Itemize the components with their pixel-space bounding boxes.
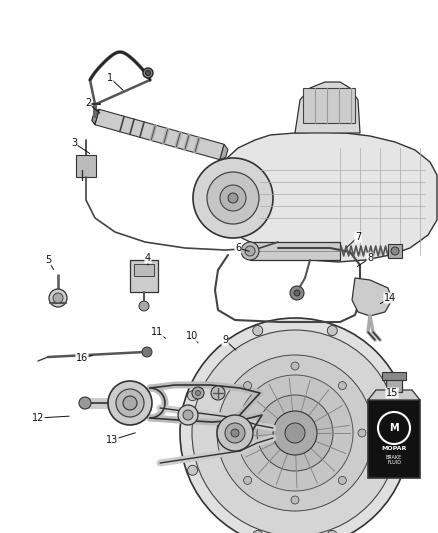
Text: 4: 4 [145, 253, 151, 263]
Polygon shape [352, 278, 392, 316]
Text: 3: 3 [71, 138, 77, 148]
Polygon shape [95, 109, 224, 160]
Circle shape [145, 70, 151, 76]
Circle shape [392, 465, 403, 475]
Polygon shape [92, 109, 99, 125]
Circle shape [187, 465, 198, 475]
Circle shape [290, 286, 304, 300]
Circle shape [257, 395, 333, 471]
Circle shape [339, 382, 346, 390]
Bar [134, 264, 154, 276]
Circle shape [192, 387, 204, 399]
Circle shape [207, 172, 259, 224]
Polygon shape [220, 144, 228, 160]
Bar [76, 155, 96, 177]
Text: 7: 7 [355, 232, 361, 242]
Text: 8: 8 [367, 253, 373, 263]
Circle shape [187, 391, 198, 401]
Circle shape [211, 386, 225, 400]
Circle shape [49, 289, 67, 307]
Circle shape [116, 389, 144, 417]
Circle shape [241, 242, 259, 260]
Text: 2: 2 [85, 98, 91, 108]
Polygon shape [295, 82, 360, 133]
Bar [386, 378, 402, 392]
Text: 14: 14 [384, 293, 396, 303]
Circle shape [217, 415, 253, 451]
Text: MOPAR: MOPAR [381, 446, 407, 450]
Text: 12: 12 [32, 413, 44, 423]
Bar [303, 88, 355, 123]
Circle shape [195, 391, 201, 395]
Text: 1: 1 [107, 73, 113, 83]
Circle shape [285, 423, 305, 443]
Circle shape [244, 477, 251, 484]
Text: 9: 9 [222, 335, 228, 345]
Text: 15: 15 [386, 388, 398, 398]
Bar [388, 244, 402, 258]
Circle shape [245, 246, 255, 256]
Circle shape [178, 405, 198, 425]
Circle shape [231, 429, 239, 437]
Circle shape [225, 423, 245, 443]
Text: 11: 11 [151, 327, 163, 337]
Circle shape [53, 293, 63, 303]
Text: 10: 10 [186, 331, 198, 341]
Circle shape [291, 362, 299, 370]
Polygon shape [368, 390, 420, 400]
Text: 13: 13 [106, 435, 118, 445]
Circle shape [224, 429, 232, 437]
Text: M: M [389, 423, 399, 433]
Text: 16: 16 [76, 353, 88, 363]
Circle shape [339, 477, 346, 484]
Text: 5: 5 [45, 255, 51, 265]
Circle shape [291, 496, 299, 504]
Circle shape [327, 530, 337, 533]
Circle shape [327, 326, 337, 336]
Circle shape [392, 391, 403, 401]
Circle shape [294, 290, 300, 296]
Circle shape [180, 318, 410, 533]
Circle shape [79, 397, 91, 409]
Circle shape [142, 347, 152, 357]
Circle shape [228, 193, 238, 203]
Bar [368, 400, 420, 478]
Circle shape [192, 330, 398, 533]
Circle shape [143, 68, 153, 78]
Text: 6: 6 [235, 243, 241, 253]
Circle shape [253, 530, 263, 533]
Circle shape [193, 158, 273, 238]
Circle shape [183, 410, 193, 420]
Polygon shape [250, 242, 340, 260]
Circle shape [273, 411, 317, 455]
Circle shape [108, 381, 152, 425]
Bar [130, 260, 158, 292]
Text: BRAKE
FLUID: BRAKE FLUID [386, 455, 402, 465]
Circle shape [217, 355, 373, 511]
Bar [382, 372, 406, 380]
Circle shape [139, 301, 149, 311]
Circle shape [244, 382, 251, 390]
Circle shape [220, 185, 246, 211]
Circle shape [123, 396, 137, 410]
Circle shape [358, 429, 366, 437]
Circle shape [391, 247, 399, 255]
Polygon shape [218, 132, 437, 262]
Circle shape [253, 326, 263, 336]
Circle shape [237, 375, 353, 491]
